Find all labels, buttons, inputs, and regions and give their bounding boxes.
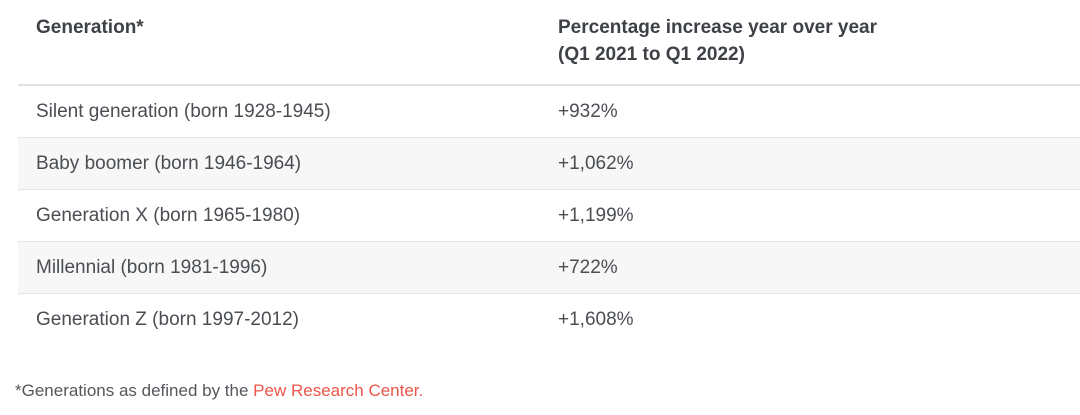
column-header-percentage-increase: Percentage increase year over year (Q1 2… — [540, 14, 1080, 68]
table-header-row: Generation* Percentage increase year ove… — [18, 0, 1080, 86]
table-row-generation-z: Generation Z (born 1997-2012) +1,608% — [18, 294, 1080, 346]
column-header-percentage-line1: Percentage increase year over year — [558, 17, 877, 38]
increase-cell: +932% — [558, 100, 618, 122]
increase-cell: +1,608% — [558, 309, 634, 330]
table-row-silent-generation: Silent generation (born 1928-1945) +932% — [18, 86, 1080, 138]
generation-cell: Generation Z (born 1997-2012) — [36, 309, 299, 330]
table-row-millennial: Millennial (born 1981-1996) +722% — [18, 242, 1080, 294]
table-row-baby-boomer: Baby boomer (born 1946-1964) +1,062% — [18, 138, 1080, 190]
pew-research-center-link[interactable]: Pew Research Center — [253, 381, 419, 400]
table-row-generation-x: Generation X (born 1965-1980) +1,199% — [18, 190, 1080, 242]
increase-cell: +1,199% — [558, 204, 634, 226]
generation-cell: Generation X (born 1965-1980) — [36, 204, 301, 226]
footnote-prefix-text: *Generations as defined by the — [15, 381, 254, 400]
generation-cell: Baby boomer (born 1946-1964) — [36, 152, 302, 174]
footnote: *Generations as defined by the Pew Resea… — [15, 381, 423, 401]
increase-cell: +1,062% — [558, 152, 634, 174]
footnote-suffix-text: . — [418, 381, 424, 400]
generation-table: Generation* Percentage increase year ove… — [18, 0, 1080, 346]
column-header-generation: Generation* — [36, 17, 144, 38]
generation-cell: Millennial (born 1981-1996) — [36, 256, 268, 278]
generation-cell: Silent generation (born 1928-1945) — [36, 100, 331, 122]
increase-cell: +722% — [558, 256, 618, 278]
column-header-percentage-line2: (Q1 2021 to Q1 2022) — [558, 44, 745, 65]
